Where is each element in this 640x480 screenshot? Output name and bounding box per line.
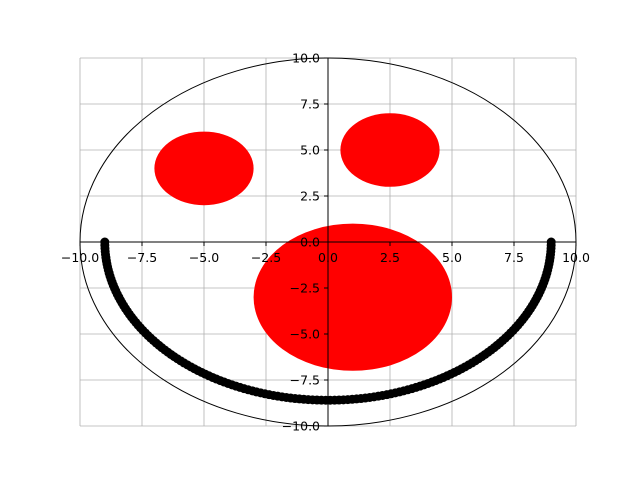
nose <box>253 223 452 371</box>
axes <box>79 57 577 427</box>
x-tick-label-0: −10.0 <box>61 250 99 265</box>
y-tick-label-3: −2.5 <box>290 281 320 296</box>
x-tick-label-1: −7.5 <box>127 250 157 265</box>
right-eye <box>340 113 440 187</box>
x-tick-label-4: 0.0 <box>318 250 338 265</box>
smile-curve <box>100 237 556 405</box>
y-tick-label-7: 7.5 <box>300 97 320 112</box>
x-tick-label-6: 5.0 <box>442 250 462 265</box>
y-tick-label-4: 0.0 <box>300 235 320 250</box>
y-tick-label-6: 5.0 <box>300 143 320 158</box>
x-tick-label-5: 2.5 <box>380 250 400 265</box>
x-tick-label-8: 10.0 <box>562 250 590 265</box>
y-tick-label-2: −5.0 <box>290 327 320 342</box>
y-tick-label-0: −10.0 <box>282 419 320 434</box>
y-tick-label-1: −7.5 <box>290 373 320 388</box>
y-tick-label-8: 10.0 <box>292 51 320 66</box>
smile-point-159 <box>546 237 556 247</box>
y-tick-label-5: 2.5 <box>300 189 320 204</box>
x-tick-label-2: −5.0 <box>189 250 219 265</box>
x-tick-label-3: −2.5 <box>251 250 281 265</box>
x-tick-label-7: 7.5 <box>504 250 524 265</box>
tick-labels: −10.0 −7.5 −5.0 −2.5 0.0 2.5 5.0 7.5 10.0 −10.0 −7… <box>61 51 590 434</box>
filled-ellipses <box>154 113 452 371</box>
left-eye <box>154 131 254 206</box>
